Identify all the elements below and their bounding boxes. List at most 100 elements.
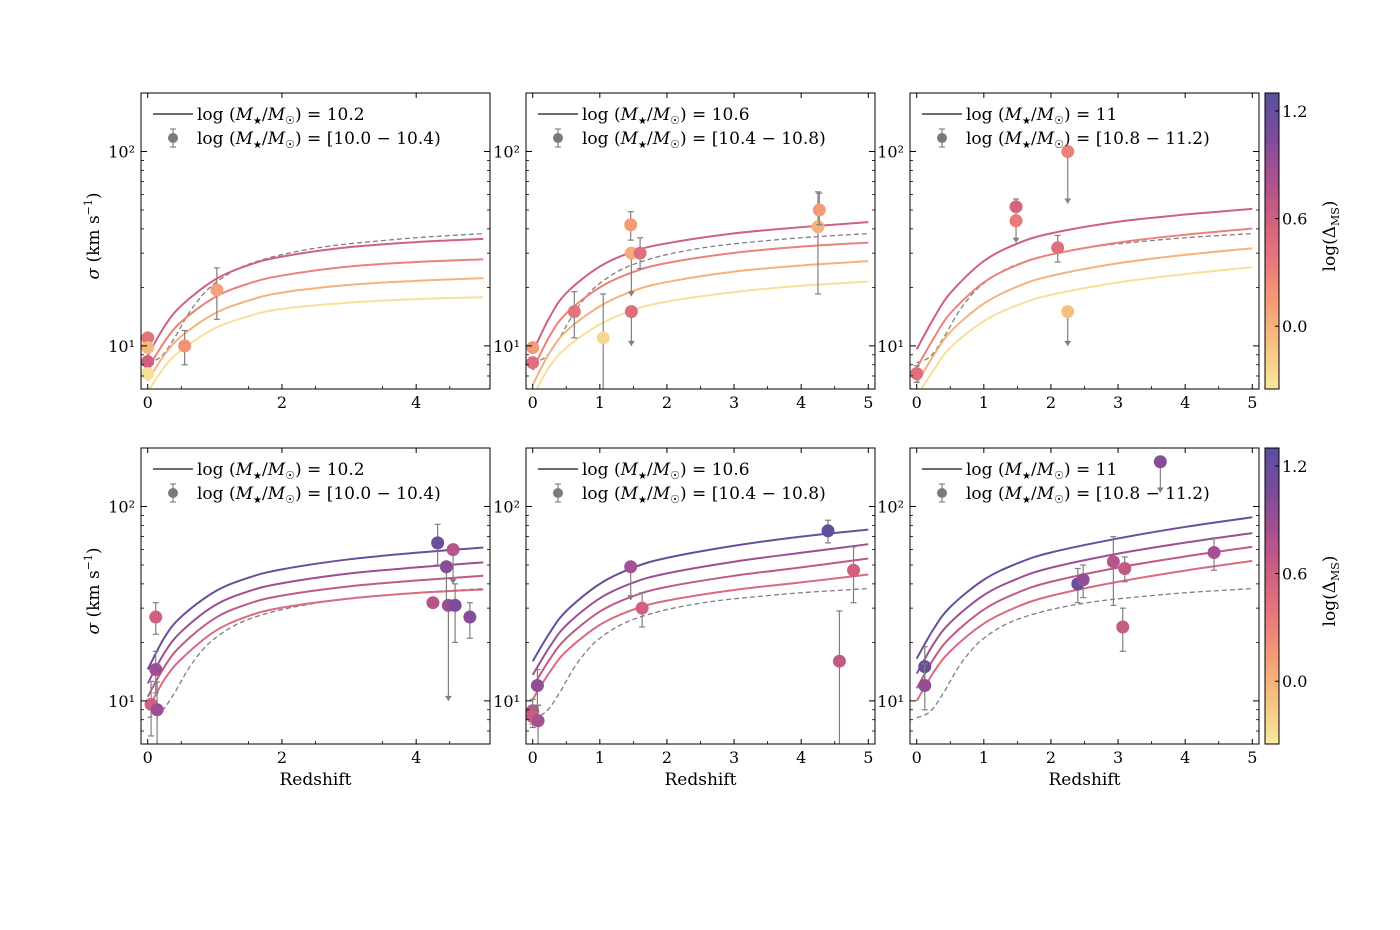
model-curve-3	[146, 546, 484, 670]
data-point	[633, 246, 647, 260]
model-curve-1	[146, 277, 484, 382]
colorbars: 0.0 0.6 1.2 log(ΔMS) 0.0 0.6 1.2 log(ΔMS)	[1264, 92, 1342, 745]
model-curve-0	[920, 266, 1253, 389]
x-axis-label: Redshift	[665, 770, 737, 790]
model-curve-1	[146, 574, 484, 698]
legend-marker-label: log (M★/M☉) = [10.0 − 10.4)	[197, 484, 441, 506]
x-tick-label: 1	[595, 393, 605, 412]
colorbar-tick-label: 0.0	[1282, 672, 1307, 691]
errorbar	[600, 293, 607, 389]
model-curve-0	[915, 559, 1253, 702]
legend-marker-swatch	[937, 488, 947, 498]
data-point	[431, 536, 445, 550]
dashed-curve	[532, 587, 869, 719]
data-point	[1116, 620, 1130, 634]
x-tick-label: 0	[912, 393, 922, 412]
model-curve-1	[915, 545, 1253, 689]
x-axis-label: Redshift	[1049, 770, 1121, 790]
model-curve-3	[915, 207, 1253, 350]
data-point	[847, 563, 861, 577]
data-point	[526, 341, 540, 355]
x-tick-label: 4	[796, 748, 806, 767]
x-tick-label: 3	[729, 393, 739, 412]
x-tick-label: 2	[662, 393, 672, 412]
legend-line-label: log (M★/M☉) = 10.6	[582, 460, 750, 482]
legend-marker-swatch	[553, 488, 563, 498]
x-tick-label: 3	[729, 748, 739, 767]
y-tick-label: 10¹	[877, 337, 904, 356]
data-point	[1076, 573, 1090, 587]
model-curve-3	[915, 516, 1253, 660]
data-point	[210, 283, 224, 297]
legend-marker-label: log (M★/M☉) = [10.8 − 11.2)	[966, 129, 1210, 151]
data-point	[1061, 145, 1075, 159]
y-tick-label: 10¹	[108, 337, 135, 356]
data-point	[812, 203, 826, 217]
data-point	[596, 331, 610, 345]
data-point	[1061, 305, 1075, 319]
plot-area	[526, 191, 869, 389]
data-point	[141, 331, 155, 345]
colorbar-tick-label: 1.2	[1282, 457, 1307, 476]
y-axis-label: σ (km s−1)	[82, 192, 104, 279]
legend-marker-swatch	[168, 133, 178, 143]
data-point	[1009, 200, 1023, 214]
legend-line-label: log (M★/M☉) = 10.6	[582, 105, 750, 127]
colorbar-label: log(ΔMS)	[1320, 556, 1342, 627]
x-tick-label: 2	[277, 393, 287, 412]
x-tick-label: 5	[863, 393, 873, 412]
colorbar: 0.0 0.6 1.2 log(ΔMS)	[1264, 447, 1342, 745]
x-tick-label: 1	[979, 748, 989, 767]
dashed-curve	[916, 587, 1253, 719]
legend-marker-swatch	[553, 133, 563, 143]
x-tick-label: 2	[1046, 393, 1056, 412]
plot-area	[144, 523, 484, 744]
model-curve-2	[915, 227, 1253, 369]
y-tick-label: 10¹	[877, 692, 904, 711]
data-point	[821, 524, 835, 538]
legend-line-label: log (M★/M☉) = 11	[966, 460, 1117, 482]
data-point	[1118, 561, 1132, 575]
data-point	[918, 678, 932, 692]
x-tick-label: 0	[528, 393, 538, 412]
data-point	[530, 678, 544, 692]
x-tick-label: 3	[1113, 393, 1123, 412]
model-curve-0	[531, 573, 869, 700]
data-point	[448, 598, 462, 612]
colorbar-tick-label: 0.0	[1282, 317, 1307, 336]
x-tick-label: 0	[143, 393, 153, 412]
y-tick-label: 10¹	[108, 692, 135, 711]
data-point	[141, 341, 155, 355]
data-point	[1153, 455, 1167, 469]
legend-line-label: log (M★/M☉) = 10.2	[197, 105, 365, 127]
data-point	[526, 356, 540, 370]
data-point	[149, 610, 163, 624]
x-tick-label: 5	[1247, 393, 1257, 412]
x-tick-label: 1	[979, 393, 989, 412]
x-tick-label: 4	[411, 748, 421, 767]
x-tick-label: 2	[277, 748, 287, 767]
data-point	[426, 596, 440, 610]
plot-area	[526, 519, 869, 744]
colorbar-tick-label: 0.6	[1282, 565, 1307, 584]
y-tick-label: 10²	[493, 498, 520, 517]
legend-marker-swatch	[937, 133, 947, 143]
plot-area	[910, 145, 1253, 389]
model-curve-2	[915, 532, 1253, 675]
plot-area	[915, 455, 1253, 719]
y-tick-label: 10¹	[493, 337, 520, 356]
x-tick-label: 0	[528, 748, 538, 767]
data-point	[910, 367, 924, 381]
y-tick-label: 10²	[877, 498, 904, 517]
